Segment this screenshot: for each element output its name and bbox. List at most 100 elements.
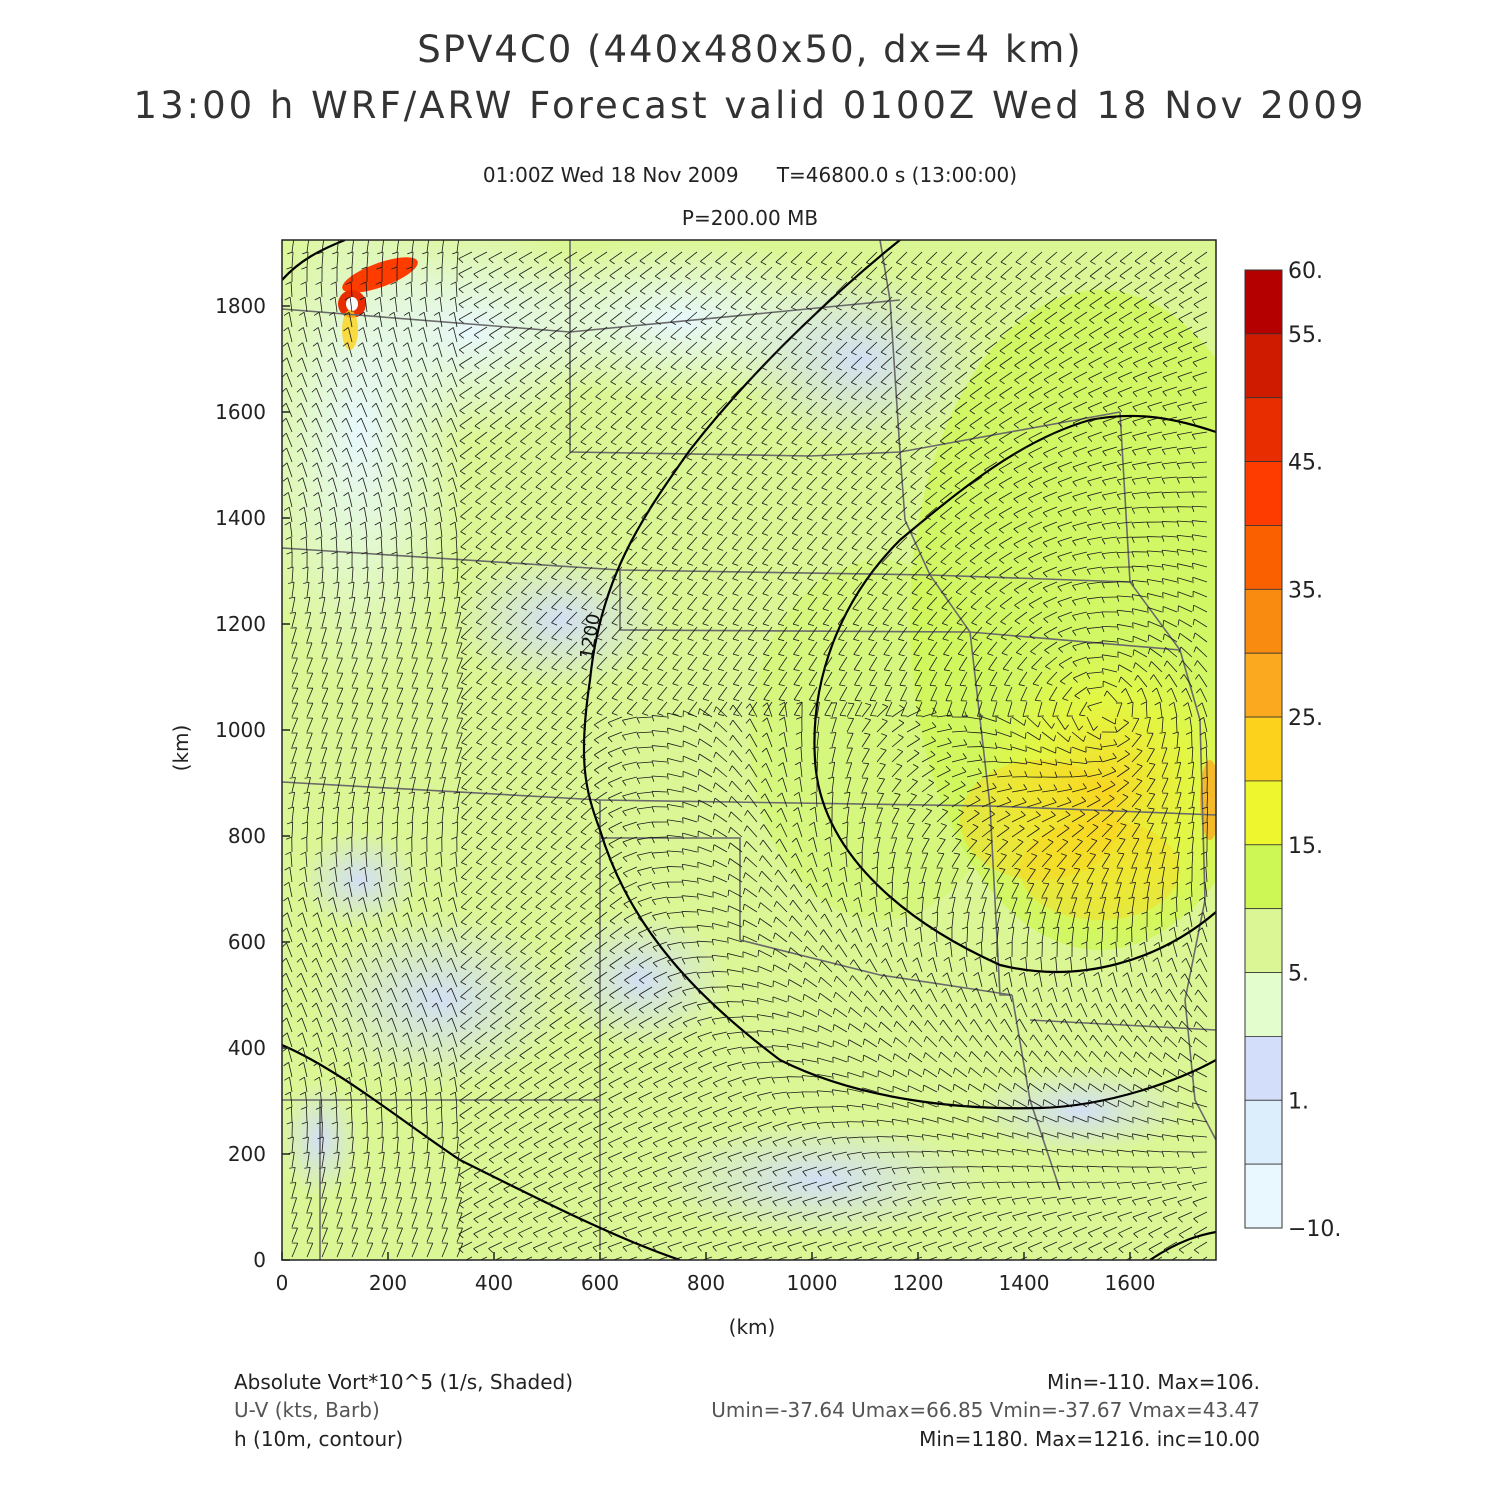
wind-barb-flag bbox=[1176, 506, 1180, 513]
wind-barb-flag bbox=[386, 402, 392, 408]
wind-barb-flag bbox=[776, 322, 782, 326]
wind-barb-flag bbox=[357, 342, 363, 347]
wind-barb bbox=[865, 476, 878, 488]
wind-barb bbox=[1147, 446, 1163, 451]
wind-barb-flag bbox=[1161, 564, 1164, 571]
wind-barb-flag bbox=[460, 485, 466, 490]
wind-barb bbox=[1118, 326, 1133, 335]
wind-barb-flag bbox=[657, 592, 663, 596]
wind-barb-flag bbox=[851, 322, 857, 326]
wind-barb-flag bbox=[865, 426, 872, 431]
wind-barb bbox=[910, 401, 923, 413]
wind-barb-flag bbox=[910, 441, 917, 445]
wind-barb bbox=[850, 326, 863, 338]
wind-barb bbox=[435, 432, 443, 448]
wind-barb-flag bbox=[359, 521, 366, 526]
wind-barb-flag bbox=[639, 275, 646, 280]
wind-barb-flag bbox=[1117, 392, 1123, 398]
wind-barb bbox=[334, 297, 338, 313]
wind-barb-flag bbox=[732, 548, 739, 551]
wind-barb-flag bbox=[836, 427, 842, 431]
wind-barb bbox=[595, 461, 608, 473]
wind-barb bbox=[747, 581, 758, 595]
wind-barb-flag bbox=[422, 566, 429, 570]
wind-barb bbox=[460, 491, 473, 502]
wind-barb-flag bbox=[1177, 405, 1182, 411]
wind-barb bbox=[1147, 431, 1163, 436]
wind-barb-flag bbox=[580, 411, 587, 415]
wind-barb bbox=[286, 372, 293, 388]
wind-barb-flag bbox=[806, 367, 812, 371]
wind-barb-flag bbox=[505, 561, 512, 566]
wind-barb-flag bbox=[378, 237, 384, 238]
wind-barb bbox=[672, 581, 683, 594]
wind-barb bbox=[984, 446, 998, 456]
wind-barb bbox=[651, 836, 668, 838]
wind-barb bbox=[1132, 431, 1148, 437]
wind-barb bbox=[534, 311, 548, 321]
wind-barb-flag bbox=[836, 352, 842, 356]
wind-barb bbox=[969, 431, 983, 441]
wind-barb bbox=[315, 387, 323, 403]
wind-barb bbox=[970, 326, 983, 337]
wind-barb-flag bbox=[999, 424, 1005, 429]
wind-barb-flag bbox=[386, 417, 392, 423]
wind-barb-flag bbox=[433, 492, 439, 497]
wind-barb-flag bbox=[550, 486, 557, 491]
wind-barb bbox=[866, 566, 878, 579]
wind-barb-flag bbox=[343, 311, 350, 316]
wind-barb-flag bbox=[761, 517, 768, 521]
wind-barb bbox=[1148, 326, 1163, 335]
wind-barb-flag bbox=[434, 296, 441, 301]
wind-barb-flag bbox=[1176, 434, 1181, 441]
wind-barb bbox=[970, 311, 983, 322]
wind-barb bbox=[954, 476, 968, 487]
wind-barb bbox=[626, 491, 638, 503]
wind-barb bbox=[836, 491, 848, 504]
wind-barb bbox=[805, 251, 818, 263]
wind-barb bbox=[611, 581, 623, 594]
wind-barb bbox=[351, 567, 354, 583]
wind-barb-flag bbox=[341, 387, 347, 393]
wind-barb-flag bbox=[791, 322, 797, 326]
wind-barb bbox=[1102, 491, 1118, 496]
wind-barb-flag bbox=[1103, 319, 1110, 324]
wind-barb-flag bbox=[1022, 715, 1029, 717]
wind-barb bbox=[285, 418, 293, 433]
wind-barb bbox=[1028, 401, 1043, 410]
wind-barb-flag bbox=[432, 477, 438, 482]
wind-barb-flag bbox=[954, 380, 961, 385]
wind-barb-flag bbox=[1193, 303, 1199, 309]
wind-barb bbox=[626, 536, 638, 549]
wind-barb bbox=[985, 251, 998, 263]
wind-barb bbox=[685, 341, 698, 353]
wind-barb-flag bbox=[1102, 465, 1107, 471]
wind-barb bbox=[1042, 551, 1058, 558]
wind-barb-flag bbox=[955, 291, 962, 296]
wind-barb bbox=[954, 446, 968, 457]
wind-barb-flag bbox=[925, 516, 932, 520]
wind-barb-flag bbox=[641, 457, 647, 461]
wind-barb-flag bbox=[432, 357, 438, 363]
wind-barb bbox=[490, 446, 503, 457]
wind-barb bbox=[1089, 281, 1103, 292]
wind-barb bbox=[549, 296, 563, 306]
wind-barb bbox=[346, 462, 353, 478]
wind-barb bbox=[1194, 251, 1208, 262]
wind-barb-flag bbox=[655, 321, 661, 325]
wind-barb-flag bbox=[1191, 477, 1195, 484]
wind-barb-flag bbox=[880, 501, 887, 506]
wind-barb bbox=[701, 416, 713, 428]
wind-barb bbox=[821, 491, 833, 504]
wind-barb-flag bbox=[732, 532, 738, 536]
wind-barb bbox=[365, 537, 368, 553]
wind-barb bbox=[715, 251, 728, 262]
wind-barb bbox=[984, 416, 998, 426]
wind-barb bbox=[1087, 416, 1103, 423]
wind-barb bbox=[1162, 549, 1178, 553]
wind-barb-flag bbox=[806, 292, 812, 296]
wind-barb-flag bbox=[548, 259, 555, 264]
wind-barb bbox=[1043, 461, 1058, 469]
wind-barb-flag bbox=[564, 320, 571, 325]
wind-barb-flag bbox=[389, 521, 396, 526]
